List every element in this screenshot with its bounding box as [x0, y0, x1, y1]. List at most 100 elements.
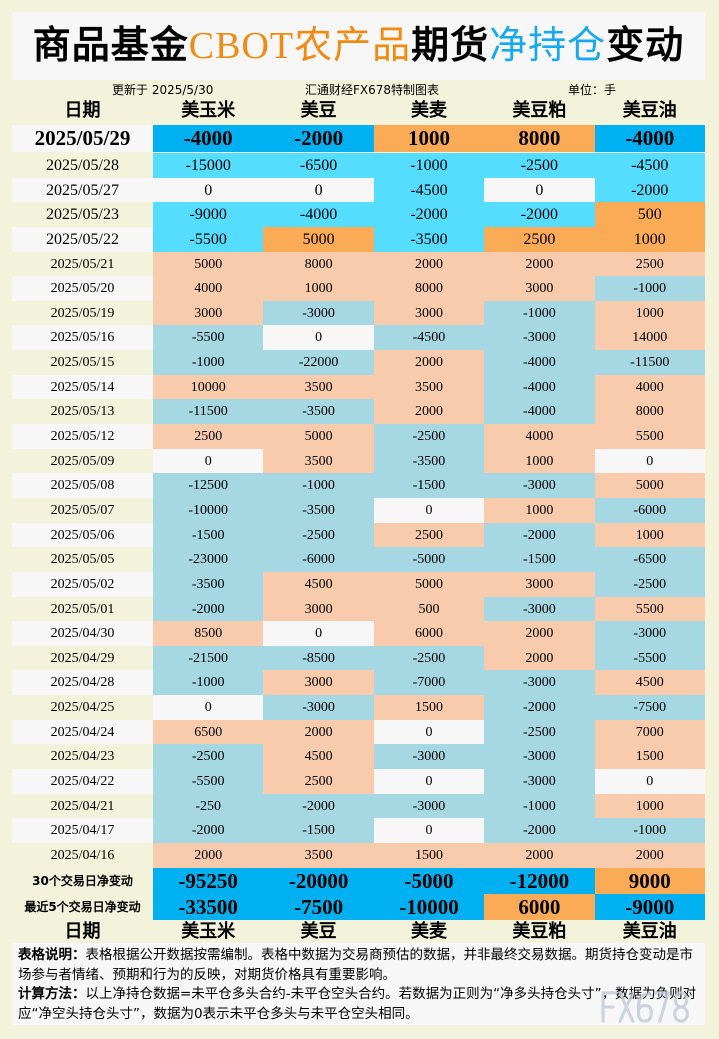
notes-text: 以上净持仓数据=未平仓多头合约-未平仓空头合约。若数据为正则为“净多头持仓头寸”…	[18, 986, 697, 1022]
value-cell: -3000	[263, 300, 374, 326]
value-cell: 3000	[153, 300, 264, 326]
value-cell: 0	[373, 497, 485, 523]
value-cell: 5000	[594, 473, 705, 499]
value-cell: 2000	[484, 842, 595, 868]
col-header: 日期	[64, 100, 101, 120]
value-cell: -250	[153, 793, 264, 819]
col-header: 美玉米	[181, 100, 236, 120]
value-cell: -22000	[263, 350, 374, 376]
col-header: 美豆粕	[512, 921, 567, 941]
date-cell: 2025/04/17	[12, 818, 153, 844]
value-cell: -6500	[263, 153, 374, 179]
value-cell: 1000	[594, 793, 705, 819]
table-row: 2025/05/06 -1500 -2500 2500 -2000 1000	[12, 522, 705, 548]
value-cell: -2500	[373, 424, 485, 450]
value-cell: -4000	[153, 125, 264, 152]
value-cell: -3000	[373, 793, 485, 819]
value-cell: -11500	[153, 399, 264, 425]
value-cell: 2000	[373, 251, 485, 277]
value-cell: 1000	[484, 497, 595, 523]
value-cell: -3500	[153, 571, 264, 597]
table-row: 2025/05/19 3000 -3000 3000 -1000 1000	[12, 300, 705, 326]
value-cell: 2500	[263, 769, 374, 795]
value-cell: -1500	[263, 818, 374, 844]
date-cell: 2025/04/24	[12, 719, 153, 745]
value-cell: 5500	[594, 424, 705, 450]
summary-row: 30个交易日净变动 -95250 -20000 -5000 -12000 9000	[12, 868, 705, 894]
table-row: 2025/05/05 -23000 -6000 -5000 -1500 -6500	[12, 547, 705, 573]
table-row: 2025/05/20 4000 1000 8000 3000 -1000	[12, 276, 705, 302]
table-row: 2025/04/24 6500 2000 0 -2500 7000	[12, 719, 705, 745]
value-cell: 5000	[263, 226, 374, 252]
value-cell: -1000	[594, 276, 705, 302]
table-row: 2025/04/28 -1000 3000 -7000 -3000 4500	[12, 670, 705, 696]
value-cell: -2500	[263, 522, 374, 548]
date-cell: 2025/05/14	[12, 374, 153, 400]
value-cell: 2500	[153, 424, 264, 450]
table-header: 日期 美玉米 美豆 美麦 美豆粕 美豆油	[12, 98, 705, 122]
value-cell: -4000	[484, 399, 595, 425]
info-bar: 更新于 2025/5/30 汇通财经FX678特制图表 单位：手	[0, 81, 719, 97]
table-row: 2025/05/12 2500 5000 -2500 4000 5500	[12, 424, 705, 450]
col-header: 日期	[64, 921, 101, 941]
notes-label: 计算方法：	[18, 986, 86, 1002]
page-title: 商品基金CBOT农产品期货净持仓变动	[12, 12, 705, 80]
updated-date: 更新于 2025/5/30	[112, 83, 214, 97]
value-cell: -21500	[153, 645, 264, 671]
value-cell: -9000	[594, 894, 705, 920]
summary-label: 最近5个交易日净变动	[24, 900, 141, 914]
title-part: 净持仓	[489, 25, 607, 67]
value-cell: 3000	[373, 300, 485, 326]
value-cell: -4500	[373, 177, 485, 203]
value-cell: 0	[153, 695, 264, 721]
date-cell: 2025/05/29	[12, 125, 153, 152]
value-cell: -1500	[484, 547, 595, 573]
value-cell: -1000	[153, 350, 264, 376]
value-cell: -1500	[153, 522, 264, 548]
value-cell: -7500	[594, 695, 705, 721]
value-cell: -1000	[263, 473, 374, 499]
value-cell: 0	[153, 177, 264, 203]
date-cell: 2025/04/16	[12, 842, 153, 868]
value-cell: 2000	[153, 842, 264, 868]
value-cell: 2500	[484, 226, 595, 252]
date-cell: 2025/05/28	[12, 153, 153, 179]
value-cell: -1000	[594, 818, 705, 844]
value-cell: 4500	[594, 670, 705, 696]
value-cell: 2000	[263, 719, 374, 745]
table-row: 2025/04/16 2000 3500 1500 2000 2000	[12, 842, 705, 868]
value-cell: 3000	[484, 571, 595, 597]
value-cell: 2000	[484, 621, 595, 647]
summary-label: 30个交易日净变动	[32, 874, 133, 888]
value-cell: 4500	[263, 571, 374, 597]
value-cell: -2000	[594, 177, 705, 203]
value-cell: 0	[594, 448, 705, 474]
value-cell: 4500	[263, 744, 374, 770]
value-cell: -9000	[153, 202, 264, 228]
value-cell: 3000	[263, 596, 374, 622]
value-cell: -95250	[153, 868, 264, 894]
col-header: 美豆油	[622, 921, 677, 941]
date-cell: 2025/04/29	[12, 645, 153, 671]
value-cell: 1000	[594, 300, 705, 326]
value-cell: -5500	[153, 769, 264, 795]
value-cell: 8000	[263, 251, 374, 277]
value-cell: 3000	[484, 276, 595, 302]
table-row: 2025/05/02 -3500 4500 5000 3000 -2500	[12, 571, 705, 597]
value-cell: -2000	[153, 818, 264, 844]
value-cell: -2500	[594, 571, 705, 597]
value-cell: 6000	[373, 621, 485, 647]
value-cell: 0	[594, 769, 705, 795]
value-cell: -1000	[484, 300, 595, 326]
table-row: 2025/04/23 -2500 4500 -3000 -3000 1500	[12, 744, 705, 770]
value-cell: -2000	[484, 522, 595, 548]
value-cell: -12000	[484, 868, 595, 894]
date-cell: 2025/05/12	[12, 424, 153, 450]
value-cell: -2000	[153, 596, 264, 622]
value-cell: 5000	[263, 424, 374, 450]
value-cell: 2000	[484, 645, 595, 671]
date-cell: 2025/04/30	[12, 621, 153, 647]
notes-label: 表格说明：	[18, 947, 86, 963]
value-cell: -3000	[263, 695, 374, 721]
col-header: 美麦	[410, 921, 447, 941]
